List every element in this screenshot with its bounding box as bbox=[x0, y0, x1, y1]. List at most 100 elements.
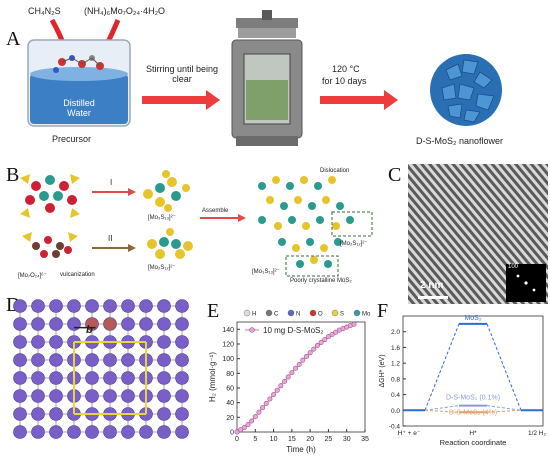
route-2-label: II bbox=[108, 234, 113, 243]
atom-legend-label: Mo bbox=[362, 312, 371, 318]
lattice-atom bbox=[49, 407, 63, 421]
lattice-atom bbox=[157, 299, 171, 313]
lattice-atom bbox=[175, 407, 189, 421]
x-tick-label: 0 bbox=[235, 436, 239, 443]
lattice-atom bbox=[67, 299, 81, 313]
lattice-atom bbox=[175, 299, 189, 313]
lattice-atom bbox=[175, 371, 189, 385]
y-tick-label: 0.0 bbox=[391, 408, 400, 415]
panel-f-label: F bbox=[377, 300, 389, 322]
cluster-mo2s12-bottom bbox=[147, 228, 193, 259]
lattice-atom bbox=[103, 425, 117, 439]
connector-left bbox=[424, 323, 460, 411]
lattice-atom bbox=[157, 353, 171, 367]
connector-right bbox=[486, 409, 522, 413]
free-energy-diagram: -0.4 0.0 0.4 0.8 1.2 1.6 2.0 ΔGH* (eV) H⁺ + e⁻ H*… bbox=[379, 315, 547, 447]
assemble-label: Assemble bbox=[202, 208, 229, 214]
lattice-atom bbox=[49, 299, 63, 313]
route-1-label: I bbox=[110, 178, 113, 187]
data-point bbox=[234, 429, 240, 435]
data-point bbox=[282, 378, 288, 384]
atom-legend-label: N bbox=[296, 312, 300, 318]
level-label: MoS₂ bbox=[464, 315, 481, 322]
lattice-atom bbox=[31, 425, 45, 439]
lattice-atom bbox=[67, 425, 81, 439]
lattice-atom bbox=[157, 317, 171, 331]
cluster-1-label: [Mo₃S₁₃]²⁻ bbox=[148, 215, 176, 221]
molecule-cluster bbox=[53, 55, 104, 73]
data-point bbox=[311, 346, 317, 352]
data-point bbox=[278, 383, 284, 389]
autoclave-liquid bbox=[246, 80, 288, 120]
lattice-atom bbox=[85, 389, 99, 403]
atom-legend-dot bbox=[353, 309, 361, 317]
x-tick-label: 15 bbox=[288, 436, 296, 443]
route-2-arrow-head bbox=[128, 244, 136, 252]
lattice-atom bbox=[175, 389, 189, 403]
data-point bbox=[325, 334, 331, 340]
panel-c: C 2 nm 100 bbox=[384, 160, 550, 306]
inset-box-1 bbox=[285, 255, 339, 277]
lattice-atom bbox=[121, 299, 135, 313]
lattice-atom bbox=[139, 299, 153, 313]
data-point bbox=[271, 392, 277, 398]
panel-b-label: B bbox=[6, 164, 20, 186]
panel-b: B bbox=[0, 160, 384, 288]
x-tick-label: H* bbox=[469, 430, 477, 437]
lattice-atom bbox=[13, 317, 27, 331]
connector-right bbox=[486, 323, 522, 411]
atom-legend-dot bbox=[287, 309, 295, 317]
data-point bbox=[318, 340, 324, 346]
lattice-atom bbox=[121, 425, 135, 439]
data-point bbox=[307, 350, 313, 356]
lattice-atom bbox=[175, 335, 189, 349]
atom-legend-dot bbox=[331, 309, 339, 317]
lattice-atom bbox=[13, 389, 27, 403]
fft-label: 100 bbox=[508, 264, 519, 270]
y-tick-label: 20 bbox=[226, 415, 234, 422]
panel-e-label: E bbox=[207, 300, 220, 322]
level-label: D-S-MoS₂ (4%) bbox=[449, 409, 497, 416]
lattice-atom bbox=[157, 335, 171, 349]
autoclave-lid bbox=[238, 28, 296, 38]
cluster-mo3s13-top bbox=[143, 170, 190, 212]
y-tick-label: 40 bbox=[226, 400, 234, 407]
y-tick-label: 120 bbox=[222, 342, 234, 349]
x-tick-label: 20 bbox=[306, 436, 314, 443]
h2-evolution-chart: 0 5 10 15 20 25 30 35 0 20 40 60 80 100 120 140 Time (h)… bbox=[208, 309, 371, 454]
y-axis-label: H₂ (mmol·g⁻¹) bbox=[208, 352, 217, 402]
lattice-atom bbox=[121, 371, 135, 385]
lattice-atom bbox=[157, 407, 171, 421]
lattice-atom bbox=[175, 353, 189, 367]
data-point bbox=[293, 365, 299, 371]
y-tick-label: 0 bbox=[230, 430, 234, 437]
lattice-atom bbox=[121, 353, 135, 367]
y-tick-label: 0.8 bbox=[391, 376, 400, 383]
lattice-atom bbox=[103, 371, 117, 385]
fft-spot-center bbox=[524, 281, 528, 285]
autoclave-screw bbox=[262, 10, 272, 20]
reagent-thiourea: CH₄N₂S bbox=[28, 6, 61, 16]
poorly-crystalline-label: Poorly crystalline MoS₂ bbox=[290, 278, 352, 284]
lattice-drawing bbox=[13, 299, 189, 439]
beaker-water bbox=[30, 74, 128, 124]
atom-legend-dot bbox=[265, 309, 273, 317]
data-point bbox=[314, 342, 320, 348]
vulcanization-label: vulcanization bbox=[60, 272, 95, 278]
y-tick-label: 100 bbox=[222, 356, 234, 363]
data-point bbox=[249, 418, 255, 424]
y-tick-label: 0.4 bbox=[391, 392, 400, 399]
lattice-atom bbox=[85, 425, 99, 439]
lattice-atom bbox=[121, 317, 135, 331]
connector-left bbox=[424, 409, 460, 413]
panel-a-drawing bbox=[27, 10, 502, 146]
arrow-heating bbox=[320, 90, 398, 110]
x-tick-label: 25 bbox=[325, 436, 333, 443]
x-tick-label: H⁺ + e⁻ bbox=[398, 430, 421, 437]
lattice-atom bbox=[31, 389, 45, 403]
x-axis-label: Reaction coordinate bbox=[440, 438, 507, 447]
scale-bar-label: 2 nm bbox=[420, 280, 444, 291]
data-point bbox=[285, 374, 291, 380]
y-tick-label: 1.6 bbox=[391, 345, 400, 352]
fft-spot-2 bbox=[532, 288, 536, 292]
